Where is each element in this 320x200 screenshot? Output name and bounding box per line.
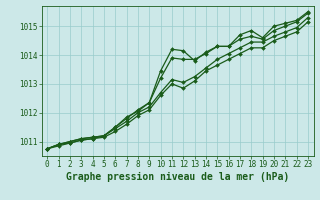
X-axis label: Graphe pression niveau de la mer (hPa): Graphe pression niveau de la mer (hPa) (66, 172, 289, 182)
